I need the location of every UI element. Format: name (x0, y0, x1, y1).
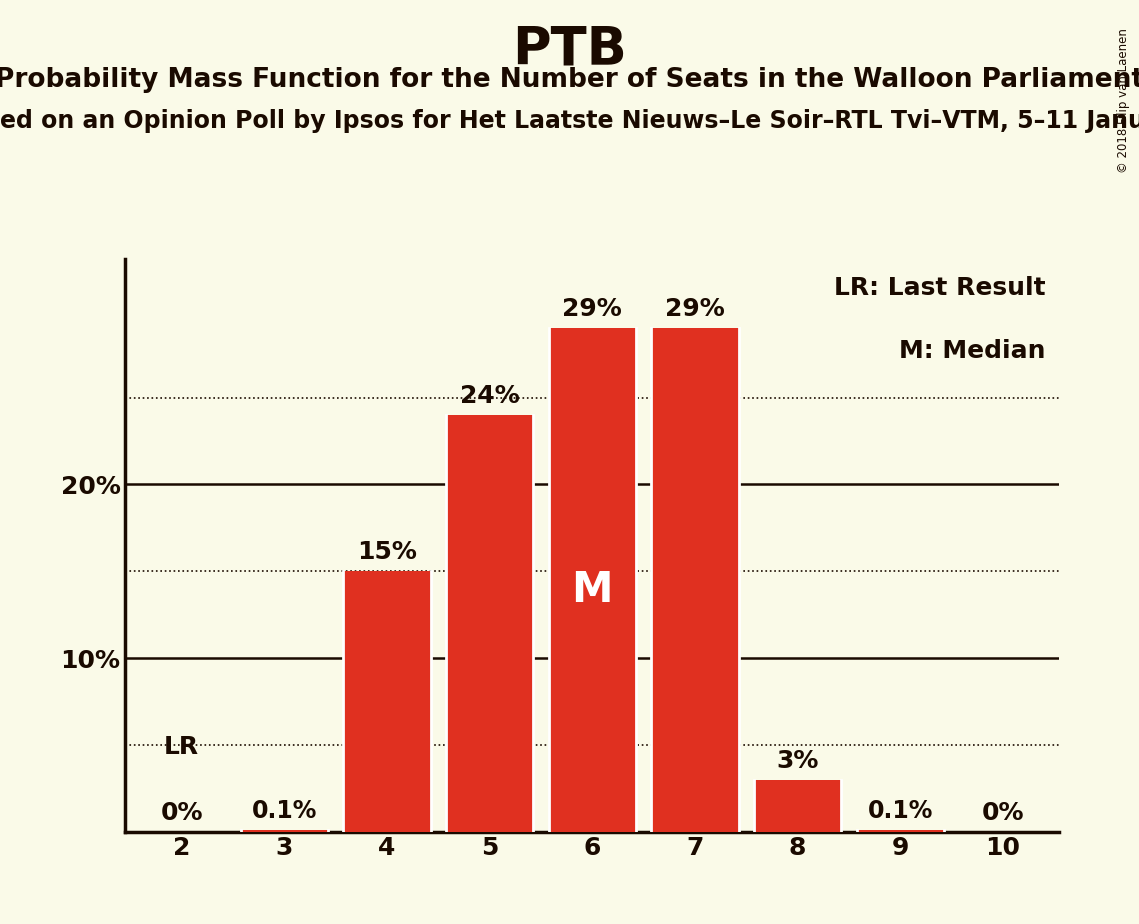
Bar (343, 571, 431, 832)
Bar (549, 328, 636, 832)
Text: M: Median: M: Median (899, 339, 1046, 363)
Text: 15%: 15% (357, 541, 417, 565)
Text: 0.1%: 0.1% (252, 799, 317, 823)
Text: ed on an Opinion Poll by Ipsos for Het Laatste Nieuws–Le Soir–RTL Tvi–VTM, 5–11 : ed on an Opinion Poll by Ipsos for Het L… (0, 109, 1139, 133)
Text: LR: Last Result: LR: Last Result (834, 276, 1046, 300)
Text: LR: LR (164, 735, 199, 759)
Bar (857, 830, 944, 832)
Text: PTB: PTB (513, 23, 626, 75)
Text: © 2018 Filip van Laenen: © 2018 Filip van Laenen (1117, 28, 1130, 173)
Text: 29%: 29% (665, 298, 724, 322)
Bar (754, 780, 842, 832)
Bar (652, 328, 738, 832)
Text: 0%: 0% (161, 801, 203, 824)
Text: Probability Mass Function for the Number of Seats in the Walloon Parliament: Probability Mass Function for the Number… (0, 67, 1139, 92)
Text: 3%: 3% (777, 748, 819, 772)
Text: 24%: 24% (460, 384, 519, 408)
Text: 0.1%: 0.1% (868, 799, 933, 823)
Text: M: M (572, 569, 613, 611)
Text: 29%: 29% (563, 298, 622, 322)
Text: 0%: 0% (982, 801, 1024, 824)
Bar (240, 830, 328, 832)
Bar (446, 415, 533, 832)
